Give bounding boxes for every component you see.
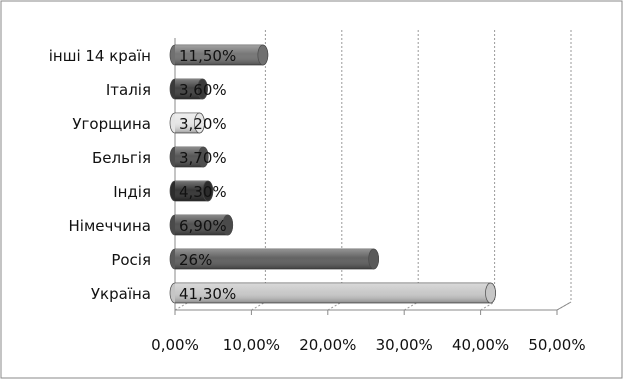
bar-end-cap xyxy=(194,112,205,134)
category-label: Бельгія xyxy=(92,149,151,167)
bar-shading xyxy=(175,249,379,269)
x-tick-label: 0,00% xyxy=(151,336,199,354)
data-label: 4,30% xyxy=(179,183,227,201)
data-label: 26% xyxy=(179,251,212,269)
data-label: 3,60% xyxy=(179,81,227,99)
labels: 0,00% 10,00% 20,00% 30,00% 40,00% 50,00% інші … xyxy=(49,47,586,354)
x-tick-label: 40,00% xyxy=(452,336,509,354)
category-label: інші 14 країн xyxy=(49,47,151,65)
x-tick-label: 30,00% xyxy=(376,336,433,354)
data-label: 11,50% xyxy=(179,47,236,65)
x-tick-label: 50,00% xyxy=(528,336,585,354)
category-label: Росія xyxy=(111,251,151,269)
bar-end-cap xyxy=(222,214,234,236)
bar xyxy=(169,180,214,202)
bar-end-cap xyxy=(202,180,214,202)
data-label: 41,30% xyxy=(179,285,236,303)
bar xyxy=(169,146,209,168)
category-label: Італія xyxy=(106,81,151,99)
bar xyxy=(169,112,205,134)
category-label: Німеччина xyxy=(69,217,151,235)
axis-depth-line xyxy=(556,301,572,311)
bar-end-cap xyxy=(485,282,496,304)
bar xyxy=(169,282,496,304)
bar-end-cap xyxy=(197,146,209,168)
bar xyxy=(169,214,234,236)
data-label: 3,70% xyxy=(179,149,227,167)
bars xyxy=(169,44,496,304)
floor-gridline xyxy=(480,301,495,311)
bar-shading xyxy=(175,215,233,235)
x-tick-label: 10,00% xyxy=(223,336,280,354)
category-label: Угорщина xyxy=(72,115,151,133)
x-tick-label: 20,00% xyxy=(299,336,356,354)
category-label: Індія xyxy=(113,183,151,201)
data-label: 6,90% xyxy=(179,217,227,235)
data-label: 3,20% xyxy=(179,115,227,133)
bar-shading xyxy=(175,283,496,303)
bar-shading xyxy=(175,45,268,65)
bar xyxy=(169,78,208,100)
category-label: Україна xyxy=(91,285,151,303)
bar-end-cap xyxy=(368,248,379,270)
bar-end-cap xyxy=(197,78,208,100)
bar-end-cap xyxy=(257,44,269,66)
bar xyxy=(169,44,269,66)
bar xyxy=(169,248,379,270)
